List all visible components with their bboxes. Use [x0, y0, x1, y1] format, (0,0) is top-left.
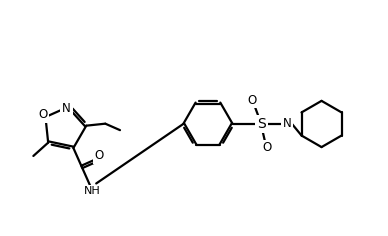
Text: O: O	[263, 141, 272, 154]
Text: O: O	[95, 149, 104, 162]
Text: N: N	[62, 102, 71, 115]
Text: O: O	[248, 93, 257, 107]
Text: S: S	[257, 117, 266, 131]
Text: N: N	[283, 118, 292, 131]
Text: O: O	[38, 108, 48, 121]
Text: NH: NH	[83, 186, 100, 196]
